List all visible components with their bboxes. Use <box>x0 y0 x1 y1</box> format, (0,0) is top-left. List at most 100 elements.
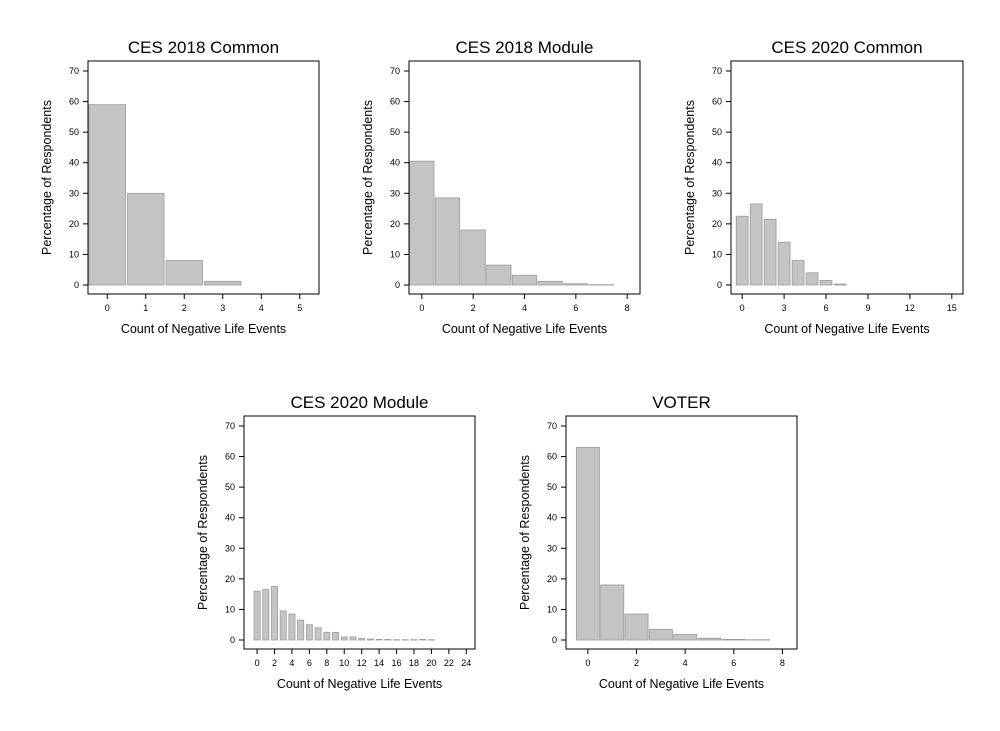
chart-3-ytick-label-50: 50 <box>225 482 235 492</box>
chart-4-xtick-label-0: 0 <box>585 658 590 668</box>
chart-0-title: CES 2018 Common <box>128 38 279 57</box>
chart-2-x-axis-label: Count of Negative Life Events <box>764 322 929 336</box>
chart-1-x-axis-label: Count of Negative Life Events <box>442 322 607 336</box>
chart-0-ytick-label-20: 20 <box>69 219 79 229</box>
chart-3-xtick-label-20: 20 <box>426 658 436 668</box>
chart-3-xtick-label-4: 4 <box>289 658 294 668</box>
chart-0-ytick-label-60: 60 <box>69 97 79 107</box>
chart-3-bar-6 <box>305 624 313 641</box>
chart-2-ytick-label-60: 60 <box>712 97 722 107</box>
chart-1-xtick-label-6: 6 <box>573 303 578 313</box>
chart-3-ytick-label-40: 40 <box>225 513 235 523</box>
chart-3-bar-7 <box>314 627 322 641</box>
chart-3-bar-4 <box>288 613 296 641</box>
chart-4-ytick-label-0: 0 <box>552 635 557 645</box>
chart-0-ytick-label-50: 50 <box>69 127 79 137</box>
chart-0-xtick-label-4: 4 <box>259 303 264 313</box>
chart-4-x-axis-label: Count of Negative Life Events <box>599 677 764 691</box>
chart-3-xtick-label-18: 18 <box>409 658 419 668</box>
chart-3-bar-12 <box>358 638 366 641</box>
chart-0-frame <box>87 60 320 295</box>
chart-2-bar-5 <box>805 272 819 286</box>
chart-0-xtick-label-2: 2 <box>182 303 187 313</box>
chart-4-xtick-label-8: 8 <box>780 658 785 668</box>
chart-2-xtick-label-15: 15 <box>947 303 957 313</box>
chart-3-bar-3 <box>279 610 287 641</box>
chart-2-bar-0 <box>735 215 749 286</box>
chart-1-ytick-label-50: 50 <box>390 127 400 137</box>
chart-1-xtick-label-8: 8 <box>625 303 630 313</box>
chart-4-xtick-label-6: 6 <box>731 658 736 668</box>
chart-4-bar-2 <box>624 613 649 641</box>
chart-1-bar-4 <box>511 274 538 286</box>
chart-2-bar-2 <box>763 218 777 286</box>
chart-3-ytick-label-20: 20 <box>225 574 235 584</box>
chart-3-bar-8 <box>323 631 331 641</box>
chart-0-xtick-label-5: 5 <box>297 303 302 313</box>
chart-0-xtick-label-1: 1 <box>143 303 148 313</box>
chart-4-bar-4 <box>673 634 698 641</box>
chart-4-panel: VOTER 0 10 20 30 40 50 60 70 0 2 4 6 8 Count of Negati… <box>518 393 798 691</box>
chart-3-y-axis-label: Percentage of Respondents <box>196 455 210 610</box>
chart-1-ytick-label-70: 70 <box>390 66 400 76</box>
chart-4-bar-0 <box>575 446 600 641</box>
chart-3-ytick-label-60: 60 <box>225 452 235 462</box>
chart-2-ytick-label-40: 40 <box>712 158 722 168</box>
chart-2-y-axis-label: Percentage of Respondents <box>683 100 697 255</box>
chart-1-xtick-label-0: 0 <box>419 303 424 313</box>
chart-0-bar-3 <box>204 280 242 286</box>
chart-2-title: CES 2020 Common <box>771 38 922 57</box>
chart-2-ytick-label-20: 20 <box>712 219 722 229</box>
chart-4-ytick-label-60: 60 <box>547 452 557 462</box>
chart-4-ytick-label-50: 50 <box>547 482 557 492</box>
chart-0-ytick-label-10: 10 <box>69 249 79 259</box>
chart-1-xtick-label-4: 4 <box>522 303 527 313</box>
chart-0-x-axis-label: Count of Negative Life Events <box>121 322 286 336</box>
chart-0-xtick-label-3: 3 <box>220 303 225 313</box>
chart-1-ytick-label-60: 60 <box>390 97 400 107</box>
chart-1-bar-1 <box>434 197 461 286</box>
chart-3-ytick-label-10: 10 <box>225 604 235 614</box>
chart-1-panel: CES 2018 Module 0 10 20 30 40 50 60 70 0 2 4 6 8 Count… <box>361 38 641 336</box>
chart-2-ytick-label-0: 0 <box>717 280 722 290</box>
chart-0-bar-1 <box>127 192 165 286</box>
chart-0-xtick-label-0: 0 <box>105 303 110 313</box>
chart-2-xtick-label-0: 0 <box>740 303 745 313</box>
chart-0-ytick-label-40: 40 <box>69 158 79 168</box>
chart-3-xtick-label-14: 14 <box>374 658 384 668</box>
chart-0-ytick-label-70: 70 <box>69 66 79 76</box>
chart-1-bar-6 <box>563 283 589 286</box>
chart-2-ytick-label-70: 70 <box>712 66 722 76</box>
chart-3-bar-9 <box>332 631 339 641</box>
chart-2-bar-1 <box>749 203 763 286</box>
chart-4-xtick-label-2: 2 <box>634 658 639 668</box>
chart-3-bar-14 <box>375 638 383 641</box>
chart-2-panel: CES 2020 Common 0 10 20 30 40 50 60 70 0 3 6 9 12 15 Co… <box>683 38 964 336</box>
chart-2-bar-7 <box>833 283 847 286</box>
chart-3-ytick-label-0: 0 <box>230 635 235 645</box>
chart-1-ytick-label-0: 0 <box>395 280 400 290</box>
chart-4-ytick-label-20: 20 <box>547 574 557 584</box>
chart-2-xtick-label-6: 6 <box>824 303 829 313</box>
chart-3-bar-15 <box>384 638 392 641</box>
chart-4-ytick-label-10: 10 <box>547 604 557 614</box>
chart-2-ytick-label-30: 30 <box>712 188 722 198</box>
chart-0-panel: CES 2018 Common 0 10 20 30 40 50 60 70 0 1 2 3 4 5 Coun… <box>40 38 320 336</box>
chart-3-ytick-label-70: 70 <box>225 421 235 431</box>
chart-0-ytick-label-0: 0 <box>74 280 79 290</box>
chart-2-frame <box>730 60 964 295</box>
chart-3-bar-19 <box>419 638 427 641</box>
chart-1-bar-2 <box>460 229 486 286</box>
chart-1-bar-5 <box>537 280 563 286</box>
chart-3-frame <box>243 415 476 650</box>
chart-2-ytick-label-10: 10 <box>712 249 722 259</box>
chart-1-ytick-label-30: 30 <box>390 188 400 198</box>
chart-3-xtick-label-0: 0 <box>255 658 260 668</box>
chart-1-xtick-label-2: 2 <box>471 303 476 313</box>
chart-4-bar-1 <box>600 584 625 641</box>
chart-0-bar-0 <box>88 104 126 286</box>
chart-3-xtick-label-10: 10 <box>339 658 349 668</box>
